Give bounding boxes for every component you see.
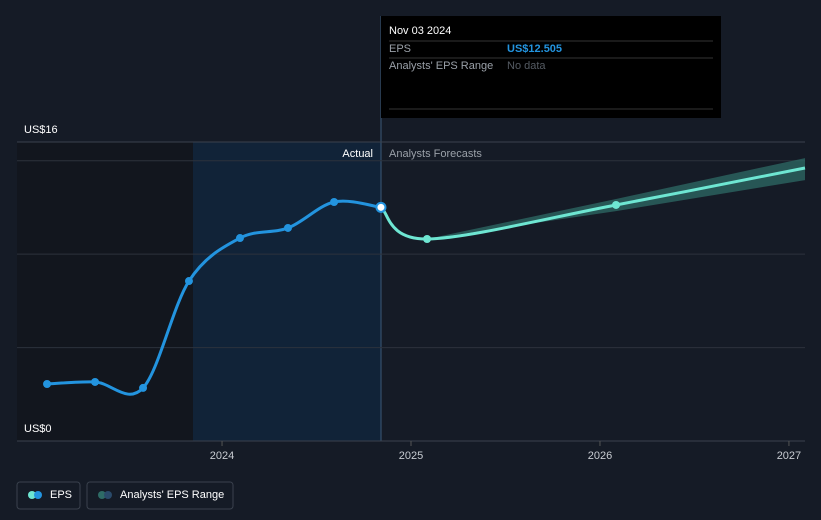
legend-item[interactable] xyxy=(86,481,234,510)
y-tick-label: US$0 xyxy=(24,423,52,435)
eps-line xyxy=(46,199,382,396)
eps-point xyxy=(43,380,52,389)
eps-point xyxy=(235,234,244,243)
x-tick-label: 2025 xyxy=(399,450,423,462)
legend-swatch xyxy=(34,491,42,499)
legend-swatch xyxy=(28,491,36,499)
eps-point xyxy=(139,383,148,392)
eps-point xyxy=(375,201,387,213)
forecast-point xyxy=(423,234,432,243)
legend-item[interactable] xyxy=(16,481,81,510)
legend-swatch xyxy=(98,491,106,499)
x-tick-label: 2024 xyxy=(210,450,234,462)
tooltip-eps-value: US$12.505 xyxy=(507,43,562,55)
eps-point xyxy=(184,277,193,286)
range-band xyxy=(427,158,805,239)
actual-label: Actual xyxy=(342,148,373,160)
legend: EPS Analysts' EPS Range xyxy=(16,481,234,510)
forecast-point xyxy=(612,200,621,209)
legend-label: EPS xyxy=(50,489,72,501)
past-region xyxy=(17,142,193,441)
forecast-label: Analysts Forecasts xyxy=(389,148,482,160)
eps-point xyxy=(330,197,339,206)
legend-label: Analysts' EPS Range xyxy=(120,489,224,501)
eps-point xyxy=(91,377,100,386)
forecast-line xyxy=(379,166,806,241)
actual-highlight xyxy=(193,142,381,441)
y-tick-label: US$16 xyxy=(24,124,58,136)
x-tick-label: 2027 xyxy=(777,450,801,462)
tooltip: Nov 03 2024 EPS US$12.505 Analysts' EPS … xyxy=(381,16,721,118)
tooltip-range-label: Analysts' EPS Range xyxy=(389,60,493,72)
legend-swatch xyxy=(104,491,112,499)
tooltip-range-value: No data xyxy=(507,60,546,72)
tooltip-date: Nov 03 2024 xyxy=(389,25,451,37)
tooltip-eps-label: EPS xyxy=(389,43,411,55)
x-tick-label: 2026 xyxy=(588,450,612,462)
eps-point xyxy=(283,223,292,232)
tooltip-box xyxy=(381,16,721,118)
